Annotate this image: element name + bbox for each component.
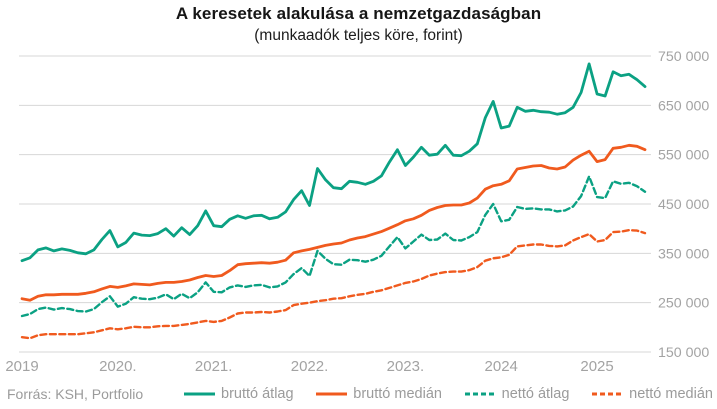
- y-axis-tick-label: 450 000: [658, 197, 709, 213]
- series-line-netto-median: [20, 228, 647, 340]
- chart-subtitle: (munkaadók teljes köre, forint): [254, 27, 463, 44]
- legend-item-netto-median: nettó medián: [591, 386, 713, 402]
- source-label: Forrás: KSH, Portfolio: [7, 386, 144, 402]
- y-axis-tick-label: 250 000: [658, 296, 709, 312]
- y-axis-tick-label: 550 000: [658, 148, 709, 164]
- y-axis-tick-label: 150 000: [658, 345, 709, 361]
- wage-chart-plot: 750 000 650 000 550 000 450 000 350 000 250 0…: [5, 49, 709, 375]
- x-axis-tick-label: 2025: [580, 358, 613, 375]
- x-axis-tick-label: 2023.: [387, 358, 425, 375]
- legend: bruttó átlag bruttó medián nettó átlag nett…: [183, 386, 713, 402]
- x-axis-tick-label: 2024: [485, 358, 518, 375]
- legend-swatch-brutto-median-icon: [316, 392, 348, 396]
- x-axis-tick-label: 2020.: [99, 358, 137, 375]
- chart-title: A keresetek alakulása a nemzetgazdaságba…: [175, 4, 542, 23]
- legend-label: bruttó medián: [353, 386, 442, 402]
- series-line-brutto-median: [20, 143, 647, 302]
- legend-label: bruttó átlag: [221, 386, 294, 402]
- legend-item-brutto-median: bruttó medián: [315, 386, 442, 402]
- chart-header: A keresetek alakulása a nemzetgazdaságba…: [0, 4, 717, 45]
- legend-swatch-brutto-atlag-icon: [184, 392, 215, 396]
- y-axis-tick-label: 750 000: [658, 49, 709, 65]
- legend-swatch-netto-atlag-icon: [464, 392, 496, 396]
- legend-swatch-netto-median-icon: [592, 392, 624, 396]
- legend-item-brutto-atlag: bruttó átlag: [183, 386, 294, 402]
- legend-label: nettó medián: [629, 386, 713, 402]
- x-axis-tick-label: 2022.: [291, 358, 329, 375]
- series-line-brutto-atlag: [20, 62, 647, 263]
- chart-footer: Forrás: KSH, Portfolio bruttó átlag brutt…: [0, 384, 717, 406]
- x-axis-tick-label: 2021.: [195, 358, 233, 375]
- x-axis-tick-label: 2019: [5, 358, 38, 375]
- series-line-netto-atlag: [20, 175, 647, 318]
- y-axis-tick-label: 650 000: [658, 98, 709, 114]
- y-axis-tick-label: 350 000: [658, 246, 709, 262]
- legend-label: nettó átlag: [501, 386, 570, 402]
- legend-item-netto-atlag: nettó átlag: [464, 386, 570, 402]
